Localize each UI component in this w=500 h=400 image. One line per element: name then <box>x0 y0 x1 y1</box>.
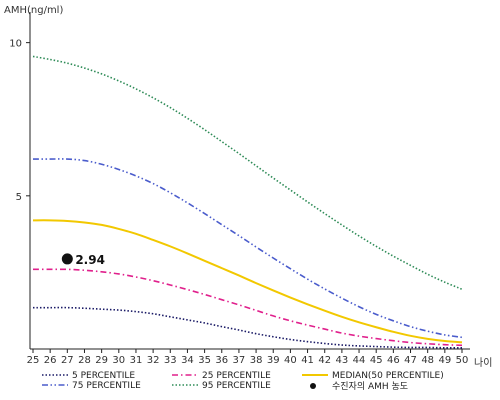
x-tick-label: 31 <box>130 355 143 366</box>
legend-label: 95 PERCENTILE <box>202 381 271 391</box>
series-line-1 <box>32 306 463 349</box>
x-tick-label: 27 <box>61 355 74 366</box>
patient-marker: 2.94 <box>61 253 105 267</box>
x-tick-label: 32 <box>147 355 160 366</box>
x-tick-label: 26 <box>44 355 57 366</box>
series-lines <box>32 55 463 349</box>
x-tick-label: 29 <box>95 355 108 366</box>
legend-label: MEDIAN(50 PERCENTILE) <box>332 371 444 381</box>
x-ticks: 25 26 27 28 29 30 31 32 33 34 35 36 37 38 39 40 41 42 43 44… <box>27 349 469 366</box>
series-line-5 <box>32 55 463 290</box>
series-line-3 <box>32 219 463 344</box>
y-ticks: 5 10 <box>9 39 30 203</box>
x-tick-label: 30 <box>112 355 125 366</box>
legend: 5 PERCENTILE 25 PERCENTILE MEDIAN(50 PERCE… <box>42 371 444 392</box>
x-tick-label: 41 <box>301 355 314 366</box>
x-tick-label: 38 <box>250 355 263 366</box>
x-tick-label: 45 <box>370 355 383 366</box>
y-axis: AMH(ng/ml) 5 10 <box>4 5 63 349</box>
x-tick-label: 47 <box>404 355 417 366</box>
x-axis: 25 26 27 28 29 30 31 32 33 34 35 36 37 38 39 40 41 42 43 44… <box>27 348 492 369</box>
y-tick-label: 10 <box>9 39 22 50</box>
legend-marker-label: 수진자의 AMH 농도 <box>332 381 408 392</box>
patient-marker-label: 2.94 <box>75 253 105 267</box>
series-line-4 <box>33 158 463 339</box>
y-axis-title: AMH(ng/ml) <box>4 5 63 16</box>
x-tick-label: 34 <box>181 355 194 366</box>
legend-label: 25 PERCENTILE <box>202 371 271 381</box>
legend-marker-swatch <box>310 383 316 389</box>
x-tick-label: 33 <box>164 355 177 366</box>
series-line-2 <box>33 268 463 347</box>
x-tick-label: 50 <box>456 355 469 366</box>
patient-marker-dot <box>61 253 73 265</box>
x-tick-label: 37 <box>233 355 246 366</box>
x-tick-label: 25 <box>27 355 40 366</box>
x-tick-label: 28 <box>78 355 91 366</box>
x-tick-label: 46 <box>387 355 400 366</box>
x-tick-label: 49 <box>438 355 451 366</box>
x-tick-label: 42 <box>318 355 331 366</box>
x-tick-label: 43 <box>336 355 349 366</box>
x-tick-label: 35 <box>198 355 211 366</box>
legend-label: 75 PERCENTILE <box>72 381 141 391</box>
x-tick-label: 44 <box>353 355 366 366</box>
x-axis-title: 나이 <box>474 357 492 369</box>
x-tick-label: 40 <box>284 355 297 366</box>
y-tick-label: 5 <box>16 192 22 203</box>
x-tick-label: 36 <box>215 355 228 366</box>
legend-label: 5 PERCENTILE <box>72 371 135 381</box>
x-tick-label: 48 <box>421 355 434 366</box>
x-tick-label: 39 <box>267 355 280 366</box>
